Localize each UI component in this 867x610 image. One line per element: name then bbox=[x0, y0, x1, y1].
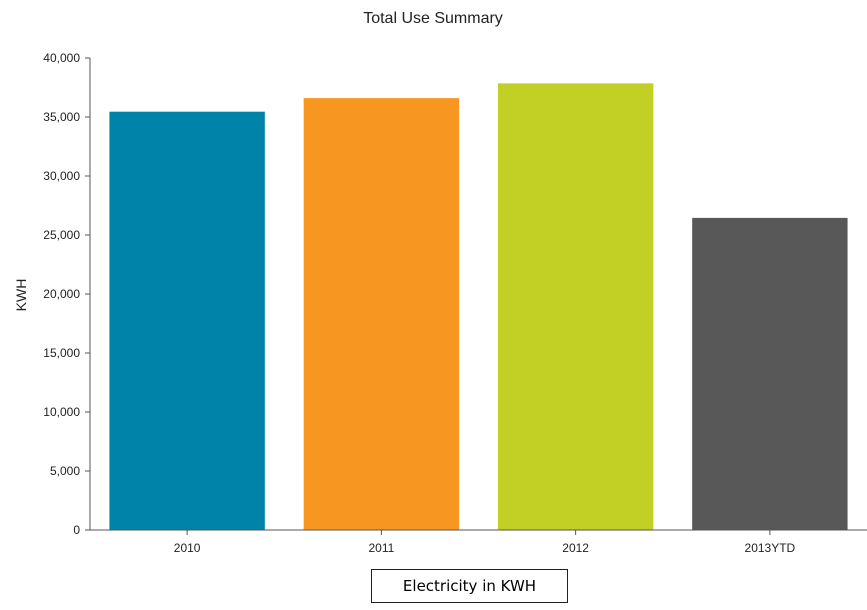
bar-2012 bbox=[497, 83, 654, 531]
bars-group bbox=[109, 83, 848, 531]
y-tick-label: 15,000 bbox=[43, 346, 80, 360]
y-tick-label: 20,000 bbox=[43, 287, 80, 301]
y-tick-label: 25,000 bbox=[43, 228, 80, 242]
y-axis-title: KWH bbox=[13, 279, 29, 312]
chart-caption-box: Electricity in KWH bbox=[371, 569, 568, 603]
x-tick-label: 2010 bbox=[174, 541, 201, 555]
chart-caption: Electricity in KWH bbox=[402, 577, 537, 595]
x-tick-label: 2011 bbox=[368, 541, 394, 555]
y-tick-label: 10,000 bbox=[43, 405, 80, 419]
chart-title: Total Use Summary bbox=[363, 10, 503, 27]
x-tick-label: 2012 bbox=[562, 541, 589, 555]
x-axis-ticks: 2010 2011 2012 2013YTD bbox=[174, 530, 796, 555]
y-axis-ticks: 0 5,000 10,000 15,000 20,000 25,000 30,000 35,0… bbox=[43, 51, 90, 537]
y-tick-label: 0 bbox=[73, 523, 80, 537]
y-tick-label: 35,000 bbox=[43, 110, 80, 124]
bar-2013ytd bbox=[692, 217, 848, 530]
y-tick-label: 30,000 bbox=[43, 169, 80, 183]
y-tick-label: 5,000 bbox=[50, 464, 80, 478]
x-tick-label: 2013YTD bbox=[745, 541, 796, 555]
bar-2011 bbox=[303, 98, 460, 531]
y-tick-label: 40,000 bbox=[43, 51, 80, 65]
bar-2010 bbox=[109, 111, 265, 530]
